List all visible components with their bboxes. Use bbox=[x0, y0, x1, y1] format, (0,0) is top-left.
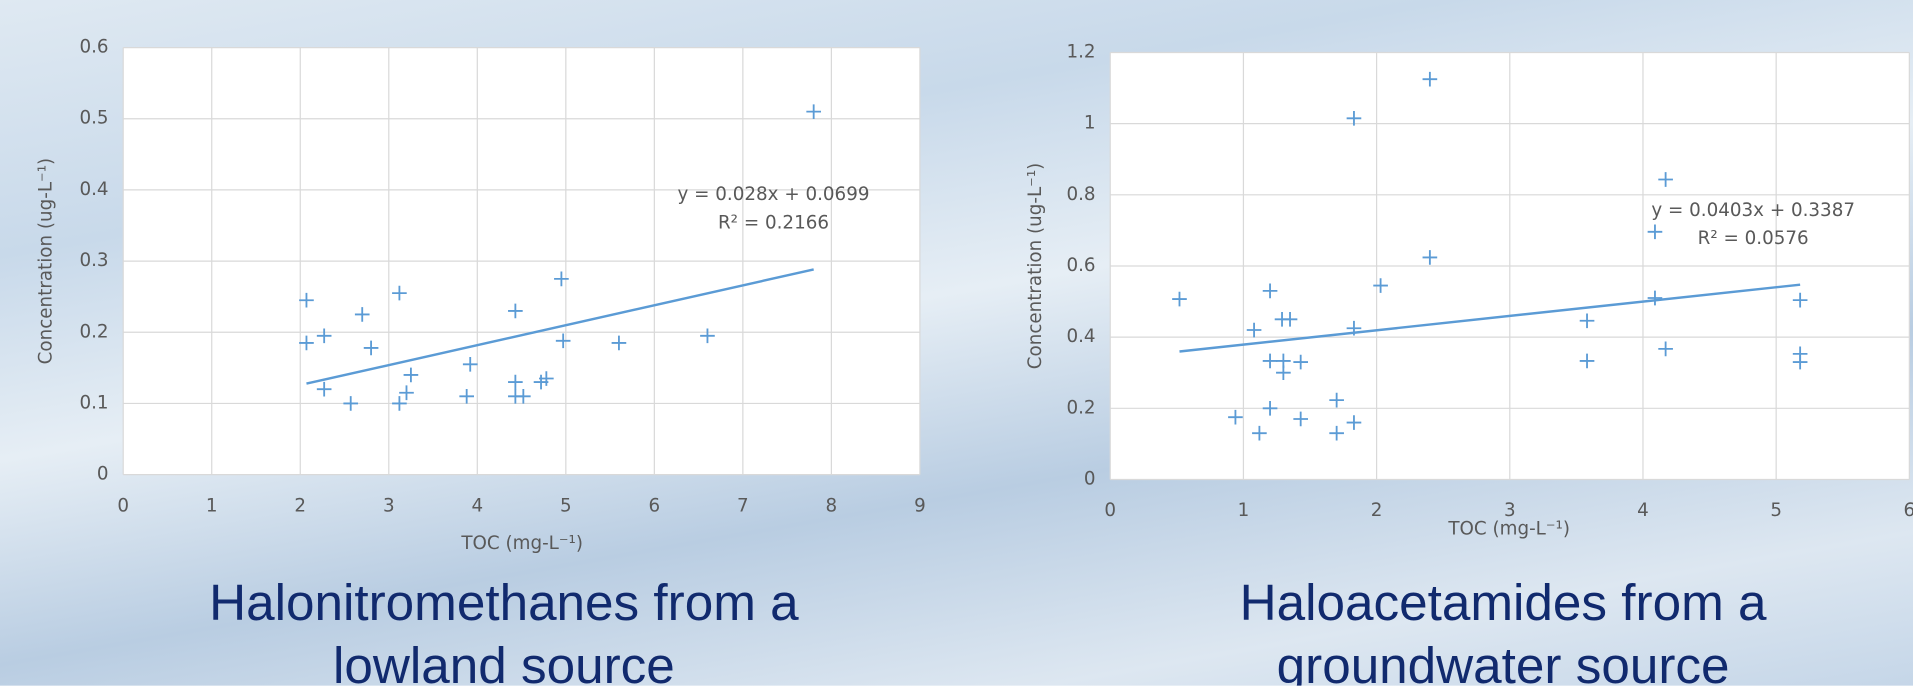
x-tick-label: 1 bbox=[206, 495, 218, 516]
y-tick-label: 0.3 bbox=[79, 250, 108, 271]
x-tick-label: 4 bbox=[1637, 500, 1649, 521]
x-tick-label: 1 bbox=[1238, 500, 1250, 521]
y-tick-label: 0.6 bbox=[79, 37, 108, 58]
y-tick-label: 1 bbox=[1084, 113, 1096, 134]
x-tick-label: 5 bbox=[560, 495, 572, 516]
x-tick-label: 7 bbox=[737, 495, 749, 516]
chart-caption: Halonitromethanes from a lowland source bbox=[162, 571, 845, 686]
y-tick-label: 0.2 bbox=[1066, 397, 1095, 418]
x-tick-label: 0 bbox=[117, 495, 129, 516]
x-tick-label: 6 bbox=[1904, 500, 1913, 521]
y-tick-label: 0.5 bbox=[79, 108, 108, 129]
y-tick-label: 0.4 bbox=[79, 179, 108, 200]
y-axis-label: Concentration (ug-L⁻¹) bbox=[1025, 163, 1046, 370]
y-tick-label: 0 bbox=[97, 464, 109, 485]
y-tick-label: 0.1 bbox=[79, 392, 108, 413]
y-tick-label: 0.6 bbox=[1066, 255, 1095, 276]
x-tick-label: 8 bbox=[826, 495, 838, 516]
slide: 0 0.1 0.2 0.3 0.4 0.5 0.6 0 1 2 3 4 5 6 7 8 9 TOC (mg-L⁻¹… bbox=[0, 0, 1913, 686]
y-tick-label: 1.2 bbox=[1066, 41, 1095, 62]
x-tick-label: 6 bbox=[649, 495, 661, 516]
trendline-equation: y = 0.028x + 0.0699 bbox=[678, 184, 870, 205]
y-axis-label: Concentration (ug-L⁻¹) bbox=[35, 158, 56, 365]
y-tick-label: 0 bbox=[1084, 468, 1096, 489]
x-tick-label: 2 bbox=[294, 495, 306, 516]
x-axis-label: TOC (mg-L⁻¹) bbox=[1447, 518, 1570, 539]
trendline-r2: R² = 0.2166 bbox=[718, 212, 829, 233]
x-tick-label: 4 bbox=[471, 495, 483, 516]
x-tick-label: 3 bbox=[383, 495, 395, 516]
x-tick-label: 2 bbox=[1371, 500, 1383, 521]
chart-caption: Haloacetamides from a groundwater source bbox=[1161, 571, 1844, 686]
page: {"chart_data": [ {"type": "scatter", "ca… bbox=[0, 0, 1913, 686]
y-tick-label: 0.4 bbox=[1066, 326, 1095, 347]
x-tick-label: 0 bbox=[1104, 500, 1116, 521]
x-tick-label: 9 bbox=[914, 495, 926, 516]
y-tick-label: 0.8 bbox=[1066, 184, 1095, 205]
y-tick-label: 0.2 bbox=[79, 321, 108, 342]
x-tick-label: 5 bbox=[1770, 500, 1782, 521]
trendline-equation: y = 0.0403x + 0.3387 bbox=[1651, 200, 1855, 221]
trendline-r2: R² = 0.0576 bbox=[1698, 228, 1809, 249]
x-axis-label: TOC (mg-L⁻¹) bbox=[460, 533, 583, 554]
